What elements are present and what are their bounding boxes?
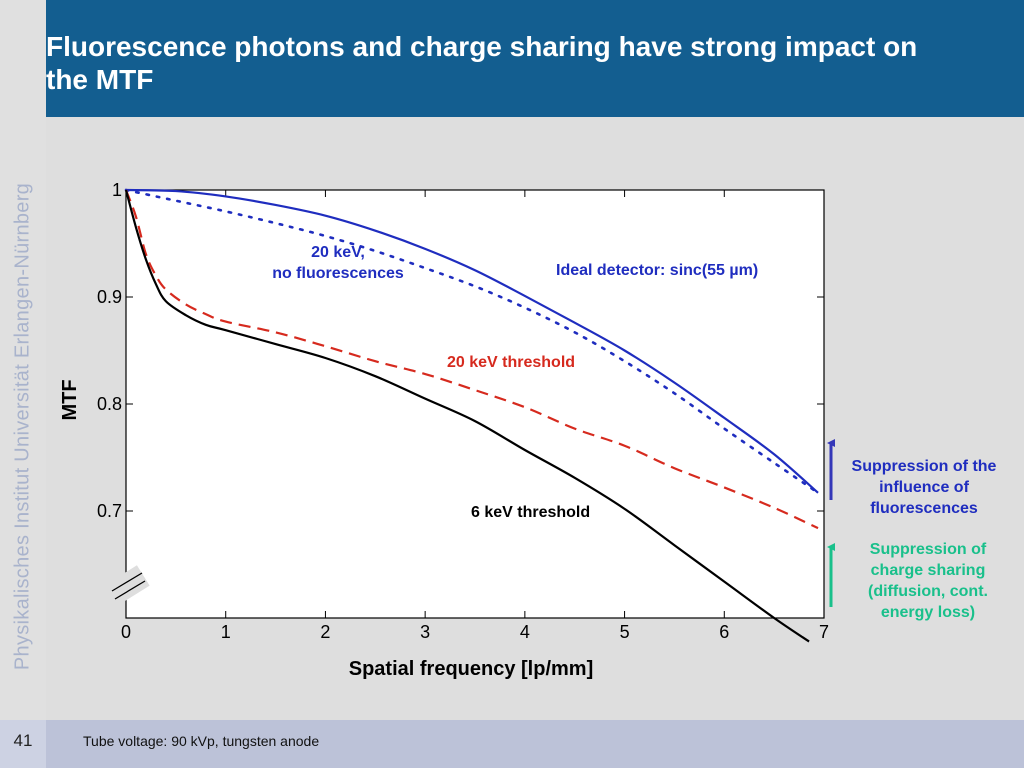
annotation-suppression-charge-sharing: Suppression of charge sharing (diffusion…: [850, 539, 1006, 623]
x-tick-label: 5: [620, 622, 630, 642]
slide-title: Fluorescence photons and charge sharing …: [46, 31, 918, 95]
x-tick-label: 1: [221, 622, 231, 642]
annotation-6kev-threshold: 6 keV threshold: [471, 504, 591, 521]
x-tick-label: 3: [420, 622, 430, 642]
y-axis-label: MTF: [59, 379, 81, 420]
x-tick-label: 7: [819, 622, 829, 642]
annotation-20kev-threshold: 20 keV threshold: [447, 354, 576, 371]
annotation-suppression-fluorescence: Suppression of the influence of fluoresc…: [838, 456, 1010, 519]
suppression-fluorescence-line: influence of: [879, 479, 969, 496]
annotation-ideal-detector: Ideal detector: sinc(55 µm): [556, 262, 759, 279]
page-number-box: [0, 720, 46, 768]
axis-ticks: 0 1 2 3 4 5 6 7 0.7 0.8 0.9 1: [97, 180, 829, 642]
suppression-fluorescence-line: Suppression of the: [851, 458, 997, 475]
x-tick-label: 2: [320, 622, 330, 642]
side-bar: Physikalisches Institut Universität Erla…: [0, 0, 46, 720]
axis-break-mark: [106, 565, 150, 605]
x-tick-label: 0: [121, 622, 131, 642]
suppression-charge-line: energy loss): [880, 604, 976, 621]
suppression-charge-line: Suppression of: [869, 541, 987, 558]
annotation-20kev-line2: no fluorescences: [272, 265, 404, 282]
y-tick-label: 0.9: [97, 287, 122, 307]
plot-area: [125, 189, 825, 619]
suppression-fluorescence-line: fluorescences: [870, 500, 978, 517]
suppression-charge-line: charge sharing: [870, 562, 986, 579]
annotation-20kev-no-fluorescence: 20 keV, no fluorescences: [262, 242, 414, 284]
series-20kev-threshold: [124, 189, 819, 530]
footer-bar: [0, 720, 1024, 768]
y-tick-label: 0.8: [97, 394, 122, 414]
series-6kev-threshold: [124, 189, 810, 643]
title-bar: [46, 0, 1024, 117]
y-tick-label: 1: [112, 180, 122, 200]
y-tick-label: 0.7: [97, 501, 122, 521]
suppression-charge-line: (diffusion, cont.: [868, 583, 988, 600]
series-ideal-detector: [125, 188, 819, 494]
x-tick-label: 6: [719, 622, 729, 642]
page-number: 41: [13, 731, 33, 750]
x-tick-label: 4: [520, 622, 530, 642]
footnote: Tube voltage: 90 kVp, tungsten anode: [83, 733, 320, 749]
x-axis-label: Spatial frequency [lp/mm]: [349, 658, 594, 680]
annotation-20kev-line1: 20 keV,: [311, 244, 365, 261]
series-20kev-no-fluorescence: [124, 188, 820, 495]
series-layer: [124, 188, 820, 643]
